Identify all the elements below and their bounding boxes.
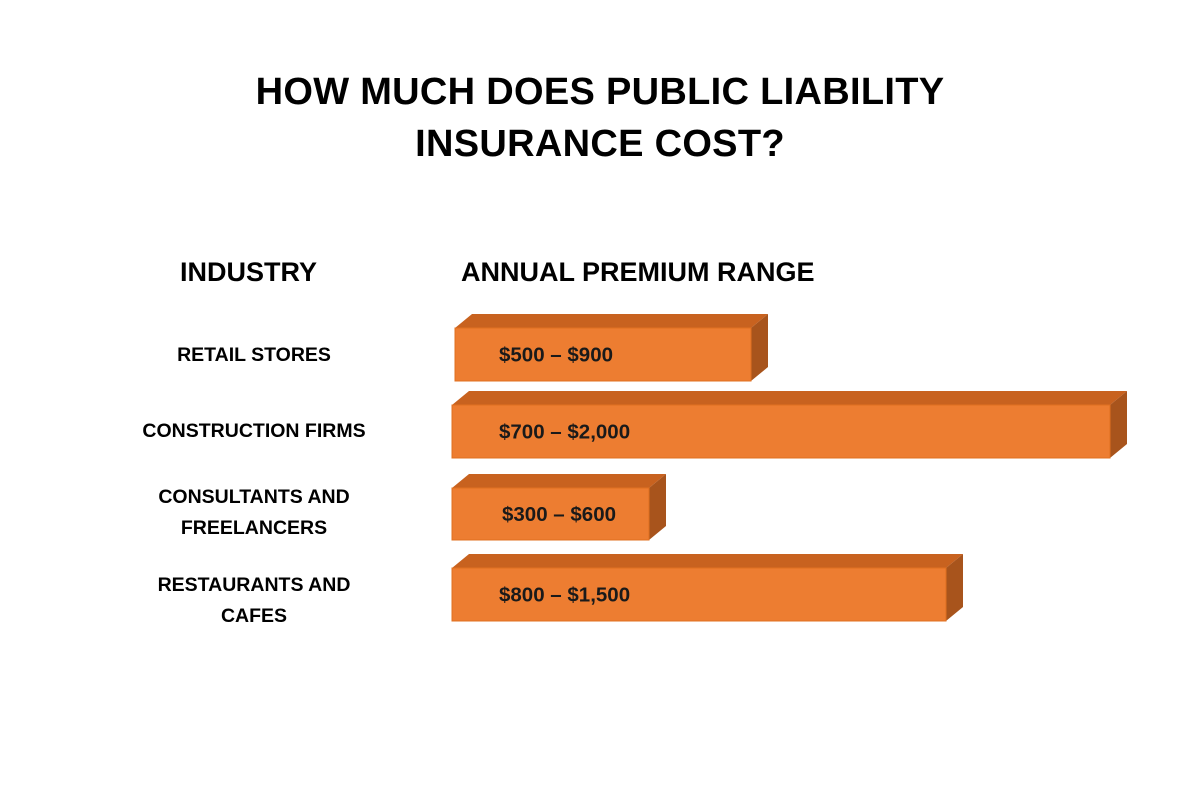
bar-side-face (1110, 391, 1127, 458)
bar-side-face (649, 474, 666, 540)
bar-value-label: $500 – $900 (499, 344, 613, 367)
industry-label-construction-firms: CONSTRUCTION FIRMS (84, 416, 424, 447)
chart-title: HOW MUCH DOES PUBLIC LIABILITY INSURANCE… (200, 66, 1000, 170)
industry-label-line: RESTAURANTS AND (157, 574, 351, 596)
industry-label-consultants-freelancers: CONSULTANTS AND FREELANCERS (84, 482, 424, 544)
bar-3: $300 – $600 (451, 474, 666, 541)
bar-front-face (451, 567, 947, 622)
industry-column-header: INDUSTRY (180, 257, 318, 287)
industry-label-line: FREELANCERS (180, 517, 328, 539)
bar-top-face (452, 391, 1127, 405)
industry-label-restaurants-cafes: RESTAURANTS AND CAFES (84, 570, 424, 632)
chart-title-line-1: HOW MUCH DOES PUBLIC LIABILITY (255, 71, 945, 113)
bar-value-label: $300 – $600 (502, 503, 616, 526)
bar-top-face (455, 314, 768, 328)
premium-range-column-header: ANNUAL PREMIUM RANGE (461, 257, 815, 287)
industry-label-retail-stores: RETAIL STORES (84, 340, 424, 371)
bar-2: $700 – $2,000 (451, 391, 1127, 459)
bar-side-face (946, 554, 963, 621)
industry-label-line: RETAIL STORES (177, 344, 331, 366)
bar-top-face (452, 554, 963, 568)
bar-side-face (751, 314, 768, 381)
chart-title-line-2: INSURANCE COST? (415, 123, 785, 165)
bar-front-face (454, 327, 752, 382)
industry-label-line: CONSULTANTS AND (158, 486, 350, 508)
bar-front-face (451, 487, 650, 541)
industry-label-line: CAFES (220, 605, 288, 627)
bar-1: $500 – $900 (454, 314, 768, 382)
bar-front-face (451, 404, 1111, 459)
bar-top-face (452, 474, 666, 488)
bar-value-label: $800 – $1,500 (499, 584, 630, 607)
bar-4: $800 – $1,500 (451, 554, 963, 622)
bar-value-label: $700 – $2,000 (499, 421, 630, 444)
industry-label-line: CONSTRUCTION FIRMS (142, 420, 366, 442)
